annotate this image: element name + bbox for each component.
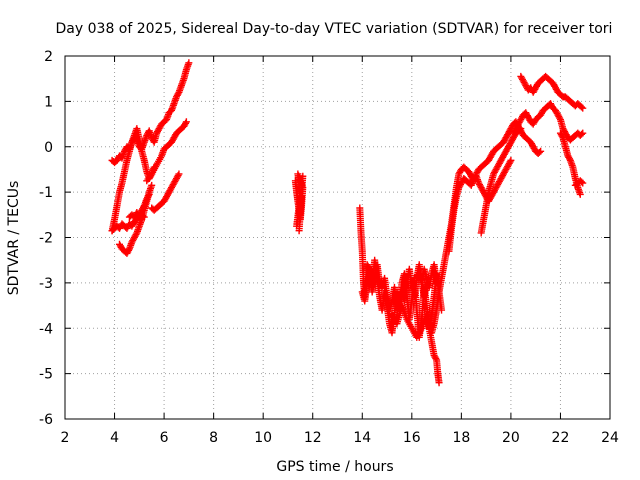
x-tick-label: 22 bbox=[552, 430, 570, 446]
data-point bbox=[295, 227, 303, 235]
data-point bbox=[537, 147, 545, 155]
data-point bbox=[578, 178, 586, 186]
data-point bbox=[506, 158, 514, 166]
x-axis-label: GPS time / hours bbox=[276, 459, 393, 475]
data-point bbox=[139, 212, 147, 220]
y-tick-label: 1 bbox=[44, 94, 53, 110]
data-point bbox=[140, 213, 148, 221]
data-point bbox=[558, 132, 566, 140]
x-tick-label: 8 bbox=[209, 430, 218, 446]
data-point bbox=[576, 190, 584, 198]
data-point bbox=[435, 379, 443, 387]
data-point bbox=[578, 103, 586, 111]
data-point bbox=[507, 156, 515, 164]
x-tick-label: 4 bbox=[110, 430, 119, 446]
y-tick-label: -1 bbox=[39, 185, 53, 201]
data-point bbox=[182, 119, 190, 127]
data-series bbox=[143, 118, 190, 185]
data-point bbox=[175, 170, 183, 178]
data-series bbox=[388, 302, 443, 387]
y-tick-label: -2 bbox=[39, 231, 53, 247]
x-tick-label: 24 bbox=[601, 430, 619, 446]
y-tick-label: -6 bbox=[39, 412, 53, 428]
y-tick-label: -4 bbox=[39, 321, 53, 337]
data-point bbox=[432, 355, 440, 362]
data-series bbox=[125, 209, 148, 221]
data-point bbox=[579, 129, 587, 137]
data-point bbox=[566, 155, 574, 163]
data-point bbox=[148, 181, 156, 189]
data-point bbox=[174, 90, 182, 98]
x-tick-label: 10 bbox=[254, 430, 272, 446]
data-points bbox=[108, 59, 587, 387]
data-series bbox=[291, 170, 307, 235]
y-tick-label: 0 bbox=[44, 140, 53, 156]
data-point bbox=[579, 179, 587, 187]
y-tick-label: -3 bbox=[39, 276, 53, 292]
x-tick-label: 6 bbox=[160, 430, 169, 446]
x-tick-label: 2 bbox=[61, 430, 70, 446]
data-point bbox=[365, 264, 373, 272]
x-tick-label: 14 bbox=[353, 430, 371, 446]
data-point bbox=[132, 230, 140, 238]
y-tick-label: 2 bbox=[44, 49, 53, 65]
data-series bbox=[413, 261, 441, 291]
data-point bbox=[579, 104, 587, 112]
data-point bbox=[556, 114, 564, 122]
data-point bbox=[182, 118, 190, 126]
data-point bbox=[578, 130, 586, 138]
x-tick-label: 20 bbox=[502, 430, 520, 446]
x-tick-label: 16 bbox=[403, 430, 421, 446]
x-tick-label: 18 bbox=[452, 430, 470, 446]
data-series bbox=[517, 72, 587, 112]
x-tick-label: 12 bbox=[304, 430, 322, 446]
data-series bbox=[571, 177, 587, 189]
data-point bbox=[185, 59, 193, 67]
data-point bbox=[535, 148, 543, 156]
data-point bbox=[125, 246, 133, 254]
axis-ticks bbox=[64, 55, 611, 420]
data-series bbox=[148, 170, 183, 214]
data-point bbox=[174, 171, 182, 179]
y-tick-label: -5 bbox=[39, 367, 53, 383]
chart-title: Day 038 of 2025, Sidereal Day-to-day VTE… bbox=[56, 21, 613, 37]
y-axis-label: SDTVAR / TECUs bbox=[6, 181, 22, 296]
